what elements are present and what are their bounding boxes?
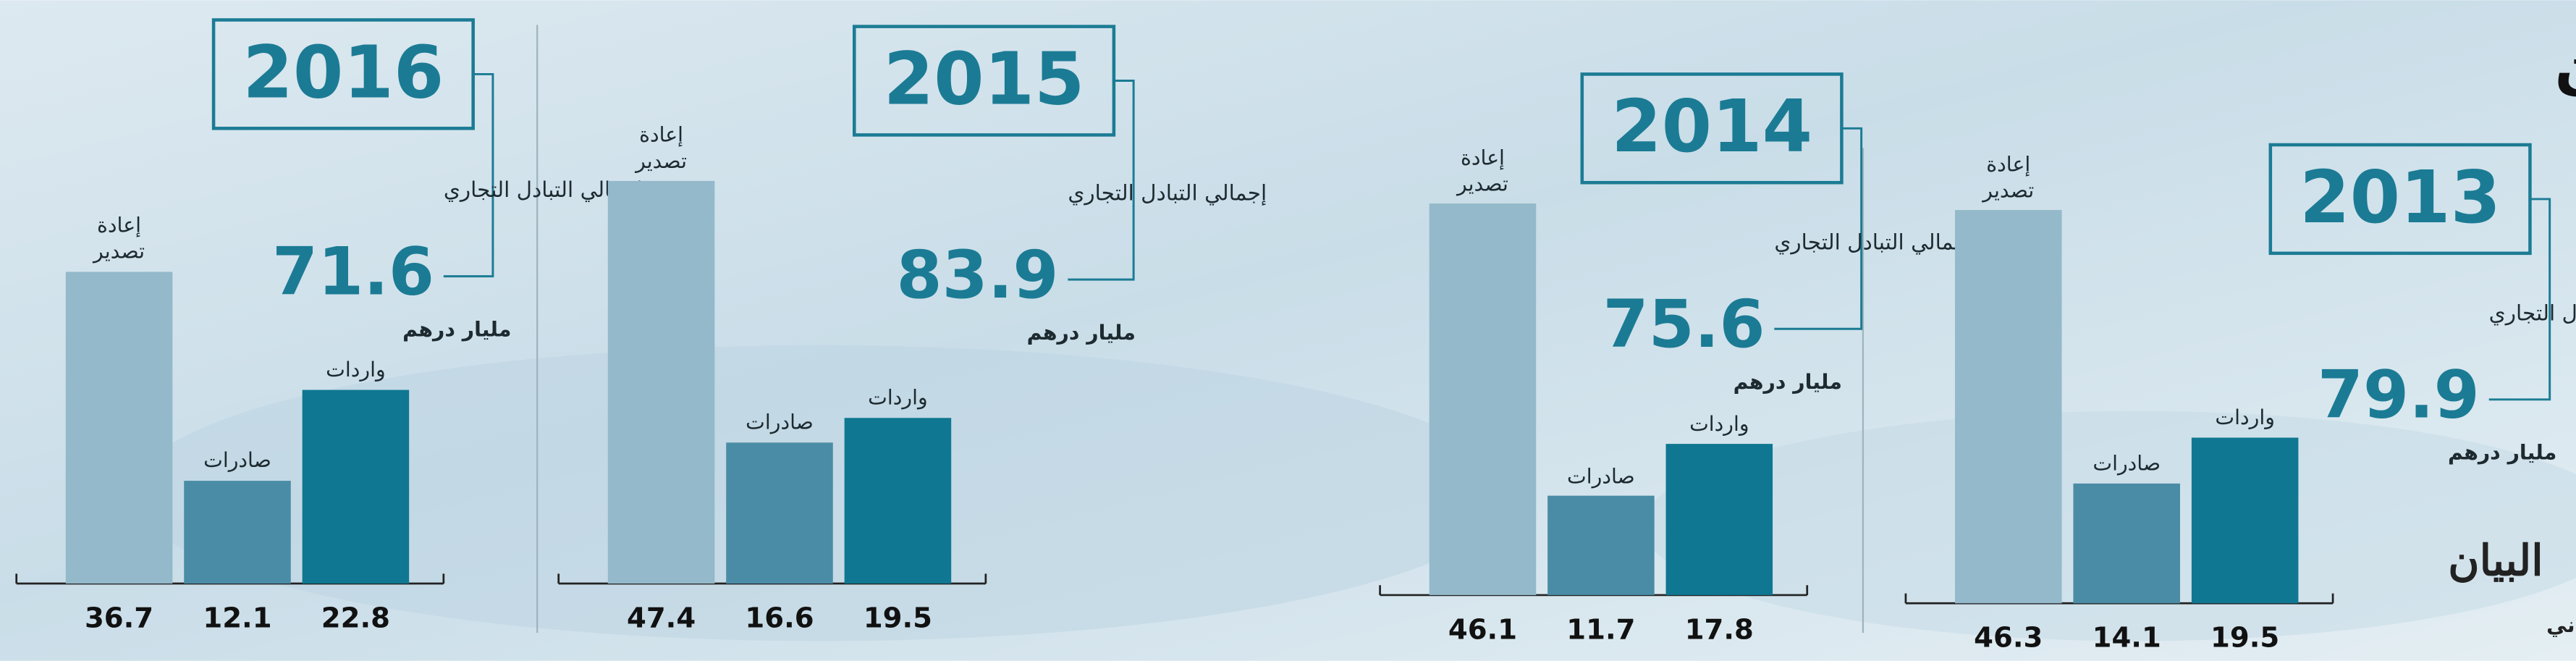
value-label: 14.1: [2093, 622, 2161, 654]
category-label: واردات: [2215, 405, 2275, 430]
total-value: 75.6: [1603, 287, 1765, 363]
total-label: إجمالي التبادل التجاري: [1774, 230, 1973, 256]
category-box: صادرات: [2093, 450, 2161, 476]
bar: [302, 390, 410, 584]
category-box: واردات: [2215, 405, 2275, 430]
category-box: إعادة تصدير: [1982, 151, 2035, 202]
value-label: 19.5: [863, 602, 932, 634]
connector: [1774, 127, 1863, 330]
value-label: 19.5: [2210, 622, 2279, 654]
bar: [2073, 483, 2180, 604]
logo: البيان: [2448, 535, 2543, 585]
value-label: 17.8: [1685, 613, 1754, 646]
category-label: صادرات: [203, 447, 271, 473]
value-label: 36.7: [85, 602, 153, 634]
value-label: 16.6: [745, 602, 814, 634]
total-label: إجمالي التبادل التجاري: [1068, 181, 1267, 206]
unit: مليار درهم: [402, 317, 511, 341]
value-label: 12.1: [203, 602, 271, 634]
category-label: إعادة تصدير: [1982, 151, 2035, 202]
total-value: 83.9: [897, 237, 1059, 313]
bar: [2191, 437, 2299, 604]
category-label: إعادة تصدير: [635, 122, 688, 173]
bar: [184, 481, 291, 584]
category-box: صادرات: [203, 447, 271, 473]
category-box: واردات: [868, 384, 928, 410]
value-label: 22.8: [321, 602, 390, 634]
category-box: صادرات: [746, 409, 814, 434]
credit: غرافيك: حسام الحوراني: [2546, 613, 2576, 637]
connector: [1068, 80, 1135, 281]
category-label: واردات: [326, 357, 386, 382]
bar: [1665, 444, 1773, 595]
value-label: 47.4: [627, 602, 696, 634]
category-box: إعادة تصدير: [635, 122, 688, 173]
year: 2016: [242, 30, 444, 114]
value-label: 11.7: [1566, 613, 1635, 646]
category-label: صادرات: [2093, 450, 2161, 476]
year: 2013: [2300, 155, 2501, 240]
unit: مليار درهم: [2448, 441, 2556, 465]
value-label: 46.3: [1974, 622, 2043, 654]
category-box: واردات: [1689, 411, 1749, 436]
category-box: واردات: [326, 357, 386, 382]
year: 2014: [1611, 84, 1812, 169]
category-label: واردات: [1689, 411, 1749, 436]
category-label: صادرات: [1567, 463, 1635, 488]
unit: مليار درهم: [1733, 370, 1842, 394]
value-label: 46.1: [1448, 613, 1517, 646]
connector: [443, 72, 494, 278]
category-box: إعادة تصدير: [93, 212, 145, 264]
page-title: التبادل التجاري بين البلدين: [2554, 28, 2576, 97]
category-label: صادرات: [746, 409, 814, 434]
category-box: إعادة تصدير: [1456, 144, 1508, 195]
total-label: إجمالي التبادل التجاري: [2489, 300, 2576, 326]
bar: [607, 180, 715, 584]
bar: [1547, 495, 1655, 595]
total-value: 79.9: [2318, 358, 2480, 434]
category-label: إعادة تصدير: [93, 212, 145, 264]
category-label: واردات: [868, 384, 928, 410]
category-label: إعادة تصدير: [1456, 144, 1508, 195]
connector: [2488, 198, 2551, 401]
bar: [726, 442, 833, 584]
year: 2015: [884, 36, 1085, 121]
unit: مليار درهم: [1027, 321, 1136, 345]
bar: [1955, 210, 2062, 604]
bar: [65, 271, 173, 584]
bar: [1429, 203, 1537, 595]
bar: [844, 418, 952, 584]
category-box: صادرات: [1567, 463, 1635, 488]
total-value: 71.6: [272, 234, 434, 310]
